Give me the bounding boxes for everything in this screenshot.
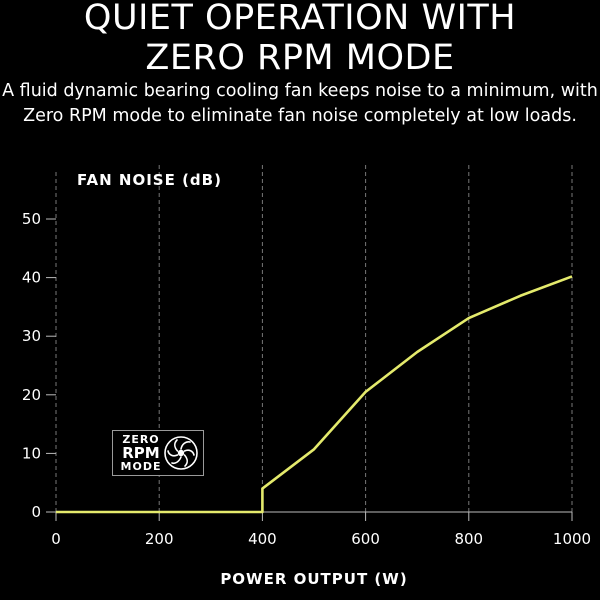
badge-line-2: RPM <box>122 444 160 462</box>
badge-text: ZERO RPM MODE <box>117 434 165 473</box>
chart-ticks: 0 10 20 30 40 50 0 200 400 600 800 1000 <box>22 210 591 548</box>
y-tick-label: 0 <box>31 503 41 521</box>
y-tick-label: 10 <box>22 444 41 462</box>
x-tick-label: 600 <box>351 530 380 548</box>
noise-series-line <box>56 275 573 514</box>
fan-icon <box>164 436 198 470</box>
badge-line-3: MODE <box>120 460 162 473</box>
y-tick-label: 40 <box>22 269 41 287</box>
x-tick-label: 400 <box>248 530 277 548</box>
title-line-1: QUIET OPERATION WITH <box>83 0 517 38</box>
chart-series <box>55 275 573 514</box>
y-tick-label: 50 <box>22 210 41 228</box>
page-title: QUIET OPERATION WITH ZERO RPM MODE <box>0 0 600 78</box>
y-axis-title: FAN NOISE (dB) <box>77 171 222 189</box>
x-tick-label: 800 <box>454 530 483 548</box>
chart-grid <box>158 165 573 512</box>
badge-line-1: ZERO <box>122 433 160 446</box>
y-tick-label: 30 <box>22 327 41 345</box>
y-tick-label: 20 <box>22 386 41 404</box>
page-subtitle: A fluid dynamic bearing cooling fan keep… <box>0 79 600 129</box>
title-line-2: ZERO RPM MODE <box>145 38 455 78</box>
x-tick-label: 1000 <box>553 530 591 548</box>
x-tick-label: 200 <box>145 530 174 548</box>
zero-rpm-badge: ZERO RPM MODE <box>112 430 204 476</box>
x-tick-label: 0 <box>51 530 61 548</box>
subtitle-line-1: A fluid dynamic bearing cooling fan keep… <box>2 81 598 101</box>
x-axis-title: POWER OUTPUT (W) <box>220 570 407 588</box>
subtitle-line-2: Zero RPM mode to eliminate fan noise com… <box>23 106 577 126</box>
